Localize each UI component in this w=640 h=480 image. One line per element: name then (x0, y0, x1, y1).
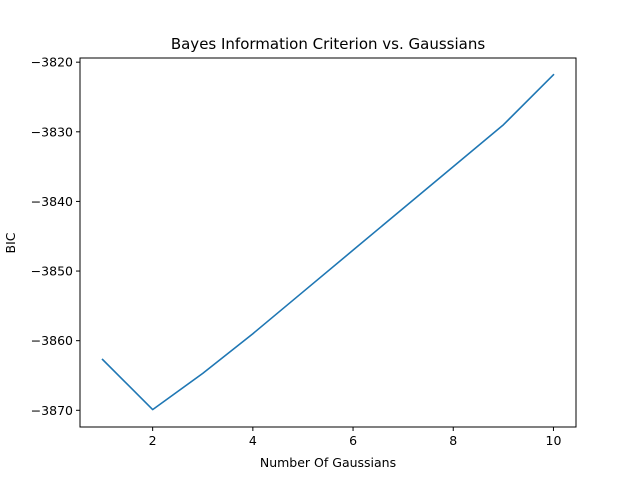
x-tick-label: 2 (149, 433, 157, 448)
series-line (101, 73, 555, 411)
y-tick-label: −3830 (31, 124, 73, 139)
x-tick-label: 4 (249, 433, 257, 448)
x-tick-label: 6 (349, 433, 357, 448)
y-axis-ticks: −3870 −3860 −3850 −3840 −3830 −3820 (31, 55, 80, 418)
y-tick-label: −3820 (31, 55, 73, 70)
y-tick-label: −3860 (31, 333, 73, 348)
y-tick-label: −3870 (31, 403, 73, 418)
series-layer (101, 73, 555, 411)
y-tick-label: −3850 (31, 264, 73, 279)
x-tick-label: 10 (546, 433, 562, 448)
x-tick-label: 8 (449, 433, 457, 448)
x-axis-label: Number Of Gaussians (260, 455, 396, 470)
x-axis-ticks: 2 4 6 8 10 (149, 427, 562, 448)
y-tick-label: −3840 (31, 194, 73, 209)
y-axis-label: BIC (3, 232, 18, 253)
chart-title: Bayes Information Criterion vs. Gaussian… (171, 35, 486, 53)
plot-area-frame (79, 57, 577, 428)
